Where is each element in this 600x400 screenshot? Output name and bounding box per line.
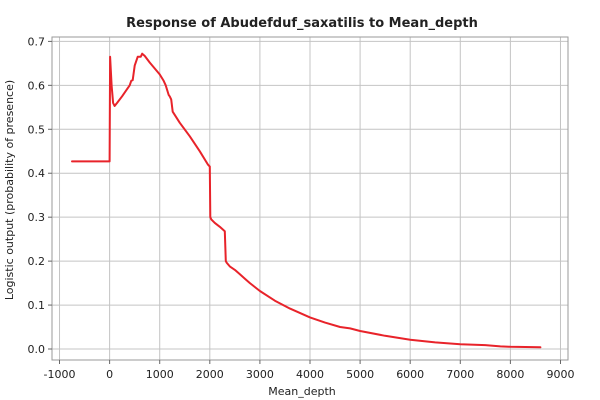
x-tick-label: 6000 (396, 368, 424, 381)
y-axis: 0.0 0.1 0.2 0.3 0.4 0.5 0.6 0.7 (28, 35, 52, 356)
y-tick-label: 0.0 (28, 343, 46, 356)
x-axis: -1000 0 1000 2000 3000 4000 5000 6000 7000 8000 90… (44, 360, 574, 381)
y-tick-label: 0.2 (28, 255, 46, 268)
x-tick-label: 2000 (196, 368, 224, 381)
y-tick-label: 0.3 (28, 211, 46, 224)
x-tick-label: 0 (106, 368, 113, 381)
response-line (71, 52, 542, 349)
x-tick-label: 9000 (546, 368, 574, 381)
x-tick-label: 5000 (346, 368, 374, 381)
x-tick-label: -1000 (44, 368, 76, 381)
y-tick-label: 0.6 (28, 79, 46, 92)
x-tick-label: 1000 (146, 368, 174, 381)
x-axis-label: Mean_depth (268, 385, 336, 398)
x-tick-label: 7000 (446, 368, 474, 381)
x-tick-label: 8000 (496, 368, 524, 381)
x-tick-label: 4000 (296, 368, 324, 381)
y-tick-label: 0.1 (28, 299, 46, 312)
gridlines (52, 37, 568, 360)
y-tick-label: 0.7 (28, 35, 46, 48)
chart-title: Response of Abudefduf_saxatilis to Mean_… (126, 16, 478, 31)
y-tick-label: 0.4 (28, 167, 46, 180)
series-layer (71, 52, 542, 349)
y-axis-label: Logistic output (probability of presence… (3, 80, 16, 300)
y-tick-label: 0.5 (28, 123, 46, 136)
x-tick-label: 3000 (246, 368, 274, 381)
